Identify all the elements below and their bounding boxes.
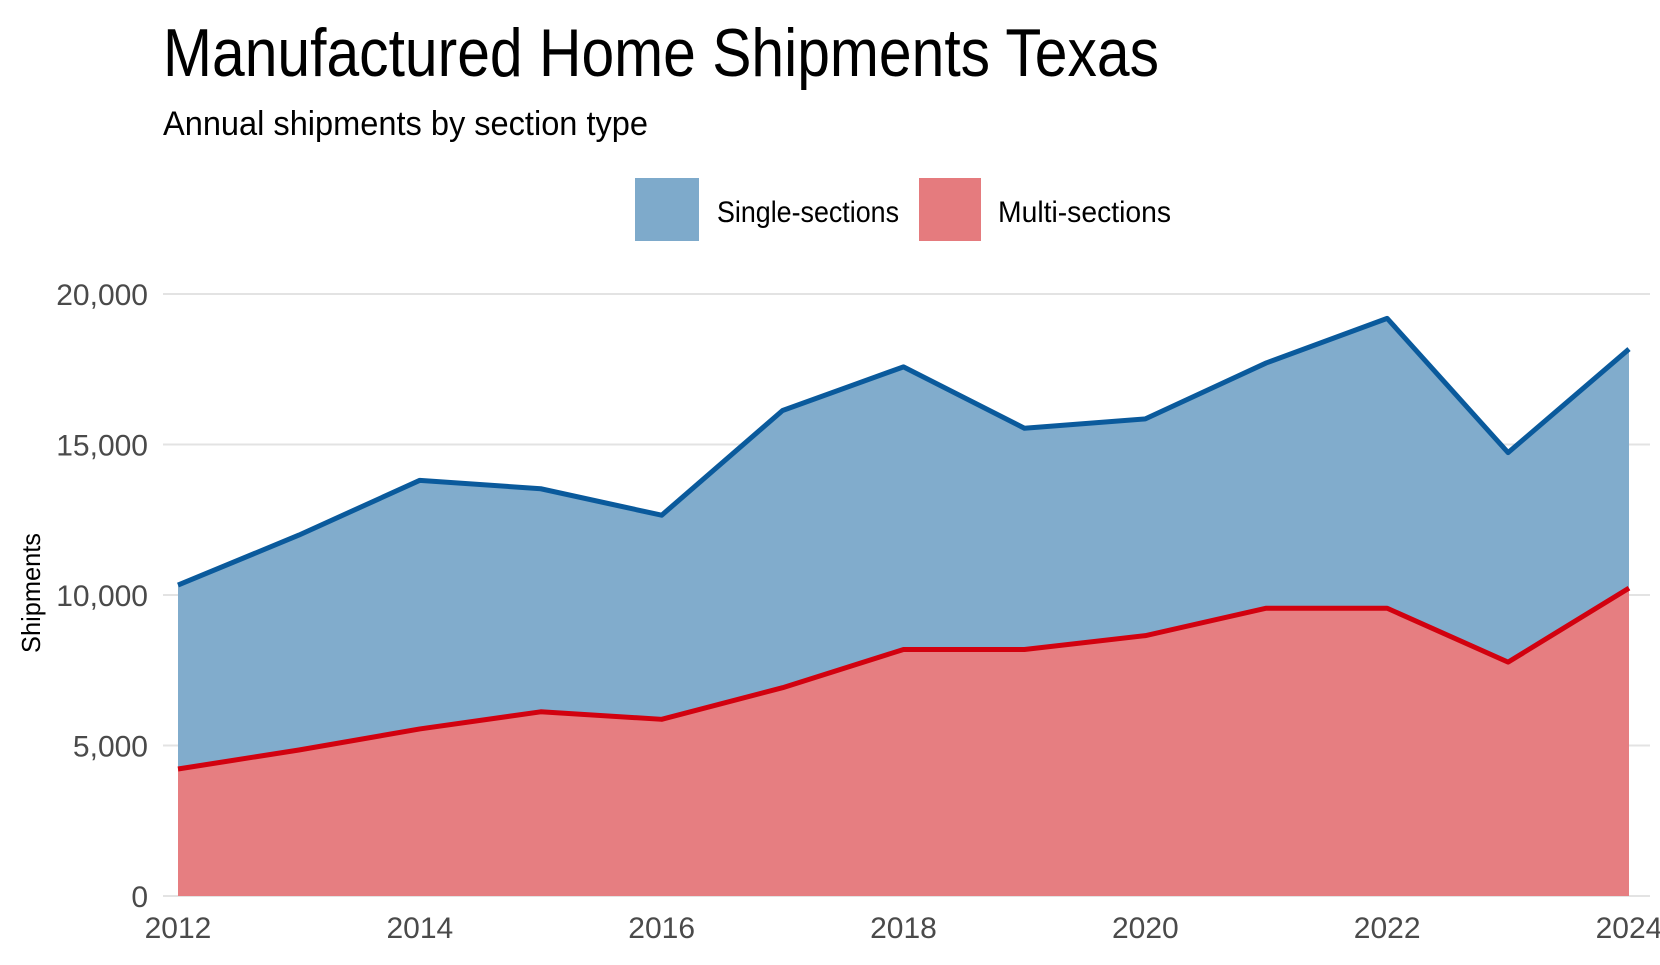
x-tick-label: 2022 [1354, 912, 1421, 945]
legend: Single-sections Multi-sections [635, 178, 1171, 241]
x-tick-label: 2012 [145, 912, 212, 945]
x-tick-label: 2018 [870, 912, 937, 945]
y-tick-label: 10,000 [56, 580, 148, 613]
x-tick-label: 2020 [1112, 912, 1179, 945]
y-tick-label: 15,000 [56, 430, 148, 463]
chart-title: Manufactured Home Shipments Texas [163, 15, 1159, 91]
y-tick-label: 0 [131, 881, 148, 914]
y-tick-label: 20,000 [56, 279, 148, 312]
x-tick-label: 2014 [386, 912, 453, 945]
y-tick-label: 5,000 [73, 731, 148, 764]
y-axis-label: Shipments [16, 533, 46, 653]
chart-subtitle: Annual shipments by section type [163, 105, 648, 143]
x-tick-label: 2024 [1596, 912, 1660, 945]
x-tick-label: 2016 [628, 912, 695, 945]
legend-label-single-sections: Single-sections [717, 196, 899, 229]
legend-swatch-single-sections [635, 178, 699, 241]
legend-label-multi-sections: Multi-sections [998, 196, 1171, 229]
legend-swatch-multi-sections [919, 178, 981, 241]
